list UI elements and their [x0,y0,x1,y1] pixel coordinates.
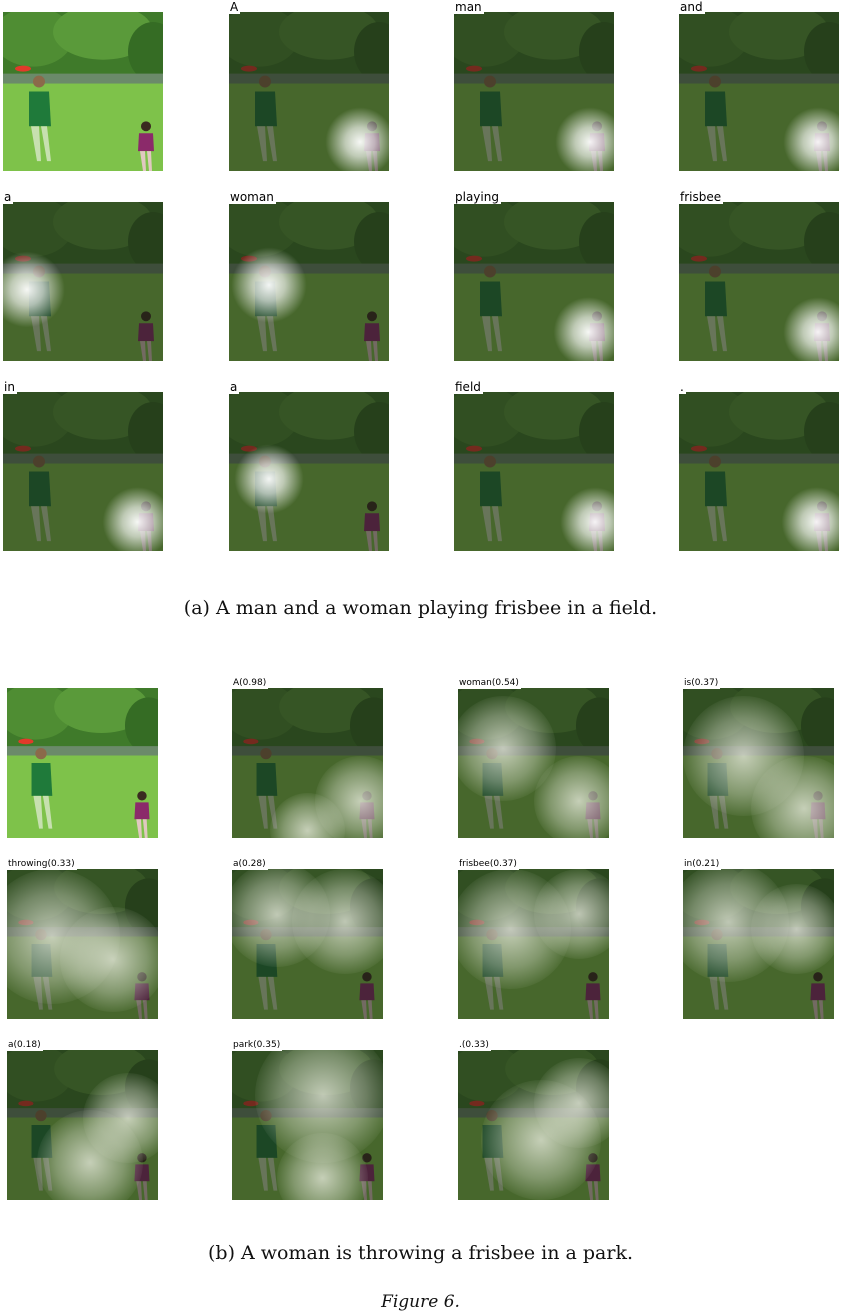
attention-map-a [454,12,614,171]
attention-map-a [229,12,389,171]
attention-glow [292,869,383,974]
attention-glow [533,869,609,959]
attention-map-a [3,392,163,551]
word-label: playing [454,190,501,204]
attention-glow [233,444,305,515]
attention-map-a [679,12,839,171]
attention-map-b [458,869,609,1019]
word-label: a(0.28) [232,859,268,870]
attention-glow [59,906,158,1012]
attention-glow [750,884,834,974]
caption-b: (b) A woman is throwing a frisbee in a p… [208,1242,633,1264]
word-label: throwing(0.33) [7,859,77,870]
word-label: a [3,190,14,204]
attention-glow [102,487,163,551]
attention-glow [533,1057,609,1148]
attention-map-b [683,869,834,1019]
attention-glow [533,755,609,838]
word-label: A [229,0,241,14]
attention-map-b [7,1050,158,1200]
word-label: frisbee(0.37) [458,859,519,870]
attention-map-a [679,392,839,551]
word-label: and [679,0,705,14]
attention-map-a [229,202,389,361]
attention-glow [783,297,839,361]
attention-glow [230,246,308,323]
attention-glow [783,107,839,171]
attention-map-b [7,869,158,1019]
word-label: in [3,380,17,394]
attention-map-b [232,869,383,1019]
attention-map-a [3,202,163,361]
word-label: man [454,0,484,14]
attention-map-b [683,688,834,838]
attention-map-a [454,202,614,361]
word-label: frisbee [679,190,724,204]
word-label: a [229,380,240,394]
attention-glow [553,297,614,361]
attention-glow [559,487,614,551]
word-label: field [454,380,483,394]
caption-a: (a) A man and a woman playing frisbee in… [183,597,658,619]
attention-map-b [458,688,609,838]
attention-glow [781,487,839,551]
word-label: A(0.98) [232,678,269,689]
attention-map-b [232,1050,383,1200]
attention-map-b [458,1050,609,1200]
attention-glow [277,1132,368,1200]
word-label: woman [229,190,276,204]
attention-glow [554,107,614,171]
figure-label: Figure 6. [381,1292,460,1312]
original-image-a [3,12,163,171]
attention-glow [3,251,66,328]
original-image-b [7,688,158,838]
word-label: a(0.18) [7,1040,43,1051]
attention-glow [325,107,389,171]
word-label: woman(0.54) [458,678,521,689]
attention-glow [82,1072,158,1163]
attention-map-a [679,202,839,361]
attention-map-a [454,392,614,551]
word-label: in(0.21) [683,859,722,870]
word-label: . [679,380,686,394]
word-label: .(0.33) [458,1040,491,1051]
word-label: is(0.37) [683,678,721,689]
word-label: park(0.35) [232,1040,283,1051]
attention-map-a [229,392,389,551]
attention-map-b [232,688,383,838]
